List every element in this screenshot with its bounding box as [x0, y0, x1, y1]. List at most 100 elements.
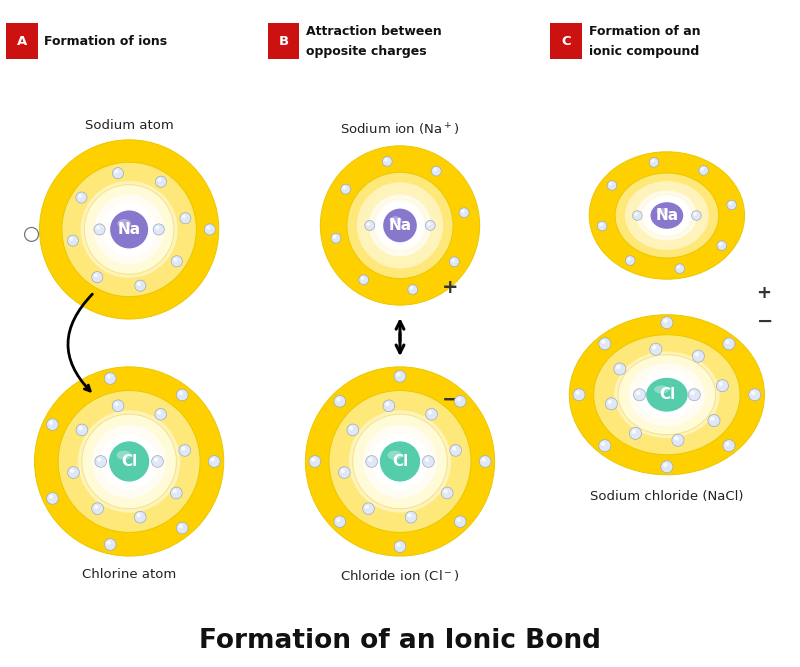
Circle shape: [749, 389, 761, 401]
Circle shape: [454, 396, 466, 407]
FancyBboxPatch shape: [550, 23, 582, 59]
Circle shape: [104, 373, 116, 384]
Circle shape: [688, 389, 700, 401]
Ellipse shape: [376, 438, 424, 485]
Text: Chloride ion (Cl$^-$): Chloride ion (Cl$^-$): [340, 568, 460, 583]
Ellipse shape: [357, 183, 443, 269]
Circle shape: [634, 389, 646, 401]
Ellipse shape: [590, 152, 745, 279]
Circle shape: [78, 194, 82, 198]
Circle shape: [384, 158, 388, 161]
Text: Na: Na: [655, 208, 678, 223]
Circle shape: [94, 273, 98, 277]
Circle shape: [426, 221, 435, 230]
Circle shape: [176, 389, 188, 401]
Circle shape: [726, 442, 730, 446]
Circle shape: [674, 436, 678, 441]
Circle shape: [649, 157, 659, 167]
Ellipse shape: [374, 199, 426, 252]
Circle shape: [366, 222, 370, 225]
FancyBboxPatch shape: [267, 23, 299, 59]
Circle shape: [176, 522, 188, 534]
Circle shape: [383, 400, 394, 412]
Circle shape: [598, 338, 611, 350]
Circle shape: [450, 257, 459, 267]
Circle shape: [691, 211, 702, 220]
Circle shape: [397, 543, 401, 547]
Circle shape: [334, 516, 346, 528]
Circle shape: [154, 458, 158, 462]
Circle shape: [180, 213, 191, 224]
Circle shape: [630, 428, 642, 440]
Ellipse shape: [353, 414, 447, 509]
Ellipse shape: [643, 196, 690, 235]
Ellipse shape: [78, 410, 180, 512]
Circle shape: [397, 372, 401, 377]
Text: Formation of an Ionic Bond: Formation of an Ionic Bond: [199, 628, 601, 654]
Ellipse shape: [39, 140, 218, 319]
Ellipse shape: [382, 208, 418, 243]
Circle shape: [710, 417, 714, 421]
Circle shape: [718, 382, 723, 386]
Ellipse shape: [34, 367, 224, 556]
Circle shape: [210, 458, 215, 462]
Circle shape: [425, 458, 429, 462]
Text: Cl: Cl: [121, 454, 138, 469]
Circle shape: [599, 223, 602, 226]
Circle shape: [410, 286, 414, 289]
Ellipse shape: [363, 425, 437, 498]
Ellipse shape: [106, 438, 153, 485]
Text: opposite charges: opposite charges: [306, 45, 427, 57]
Text: Chlorine atom: Chlorine atom: [82, 568, 176, 581]
Circle shape: [457, 398, 461, 402]
Circle shape: [341, 469, 345, 473]
Circle shape: [663, 319, 667, 323]
Ellipse shape: [654, 386, 669, 394]
Ellipse shape: [117, 450, 131, 460]
Ellipse shape: [94, 195, 164, 264]
Circle shape: [333, 235, 337, 238]
Ellipse shape: [369, 194, 431, 257]
Circle shape: [155, 176, 166, 187]
Text: +: +: [757, 284, 771, 302]
Circle shape: [311, 458, 315, 462]
Ellipse shape: [637, 191, 697, 240]
Circle shape: [46, 492, 58, 504]
Circle shape: [104, 539, 116, 550]
Ellipse shape: [106, 207, 151, 252]
Circle shape: [155, 226, 159, 229]
Text: Formation of an: Formation of an: [590, 25, 701, 38]
Circle shape: [408, 285, 418, 294]
Circle shape: [171, 255, 182, 267]
Circle shape: [358, 275, 369, 285]
Circle shape: [598, 221, 607, 231]
Text: C: C: [562, 35, 571, 48]
Circle shape: [350, 426, 354, 430]
Circle shape: [627, 257, 630, 261]
Circle shape: [634, 212, 638, 215]
Ellipse shape: [347, 172, 453, 279]
Circle shape: [70, 469, 74, 473]
Circle shape: [178, 524, 183, 528]
Circle shape: [158, 178, 162, 182]
Circle shape: [182, 447, 186, 451]
Ellipse shape: [58, 390, 200, 532]
Circle shape: [174, 257, 178, 261]
Ellipse shape: [570, 315, 765, 475]
Circle shape: [153, 224, 164, 235]
Circle shape: [661, 461, 673, 473]
Circle shape: [636, 391, 640, 395]
Circle shape: [607, 181, 617, 190]
Circle shape: [692, 350, 704, 362]
Circle shape: [67, 467, 79, 478]
Ellipse shape: [642, 375, 691, 415]
Circle shape: [170, 487, 182, 499]
Text: B: B: [278, 35, 289, 48]
Circle shape: [25, 227, 38, 241]
Circle shape: [206, 226, 210, 229]
Circle shape: [134, 512, 146, 523]
Circle shape: [479, 456, 491, 468]
Circle shape: [461, 209, 465, 213]
Circle shape: [338, 467, 350, 478]
Circle shape: [694, 212, 697, 215]
